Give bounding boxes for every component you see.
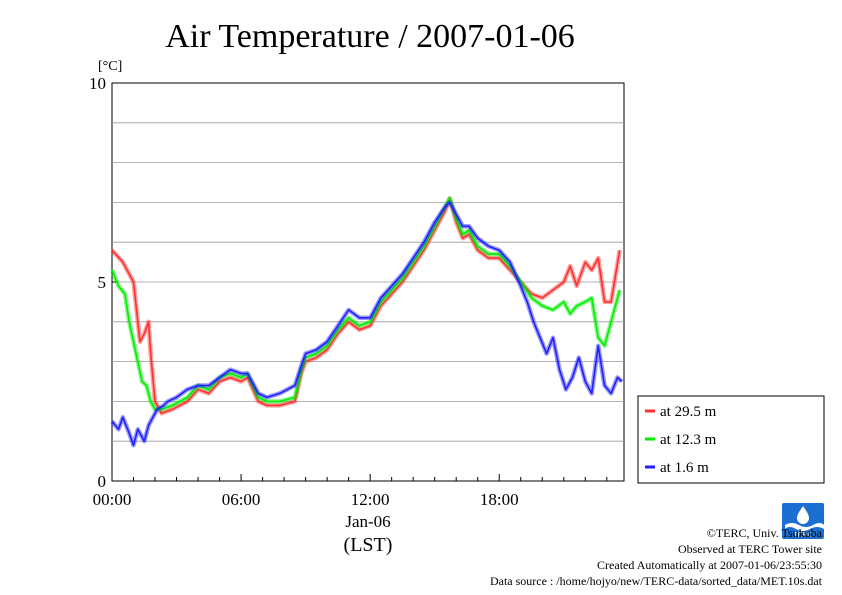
series-line — [111, 201, 623, 446]
footer-copyright: ©TERC, Univ. Tsukuba — [706, 526, 822, 540]
footer-source: Data source : /home/hojyo/new/TERC-data/… — [489, 574, 822, 588]
y-tick-label: 5 — [98, 273, 107, 292]
series-line — [111, 197, 621, 411]
legend-box — [637, 395, 825, 484]
legend-label: at 1.6 m — [660, 460, 709, 476]
footer-created: Created Automatically at 2007-01-06/23:5… — [597, 558, 822, 572]
logo-text: TERC — [793, 532, 812, 539]
legend-label: at 29.5 m — [660, 404, 717, 420]
series-line-halo — [109, 196, 622, 412]
x-tick-label: 12:00 — [351, 490, 390, 509]
series-group — [109, 196, 624, 448]
chart-title: Air Temperature / 2007-01-06 — [165, 18, 575, 55]
x-tick-label: 06:00 — [222, 490, 261, 509]
y-tick-label: 10 — [89, 74, 106, 93]
series-line — [111, 197, 621, 415]
y-tick-label: 0 — [98, 472, 107, 491]
x-axis-date-label: Jan-06 — [345, 512, 390, 531]
footer-credits: ©TERC, Univ. Tsukuba Observed at TERC To… — [490, 525, 822, 589]
y-axis-unit-label: [°C] — [98, 59, 122, 74]
x-tick-label: 00:00 — [93, 490, 132, 509]
grid-lines — [112, 122, 624, 442]
terc-logo-icon: TERC — [782, 503, 824, 539]
legend: at 29.5 m at 12.3 m at 1.6 m — [637, 395, 825, 484]
legend-label: at 12.3 m — [660, 432, 717, 448]
x-tick-label: 18:00 — [480, 490, 519, 509]
footer-observed: Observed at TERC Tower site — [677, 542, 822, 556]
x-axis-label: (LST) — [344, 534, 393, 556]
